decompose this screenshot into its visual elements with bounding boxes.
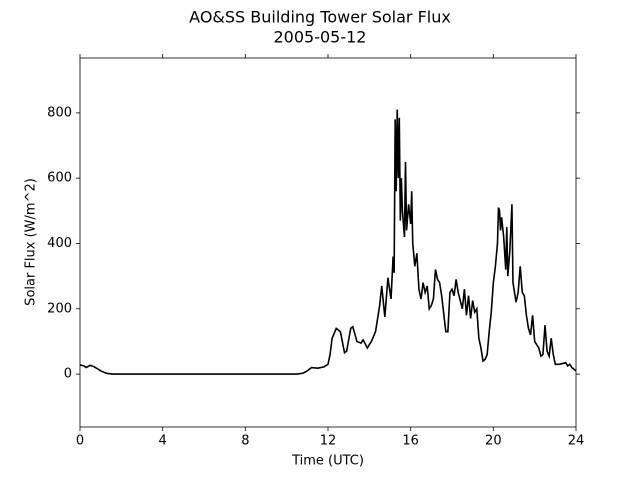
x-tick-label: 8 (241, 434, 249, 449)
y-axis-label: Solar Flux (W/m^2) (24, 178, 39, 306)
data-line (79, 109, 577, 375)
y-tick-label: 200 (47, 301, 72, 316)
x-tick-label: 4 (159, 434, 167, 449)
x-tick-label: 20 (485, 434, 502, 449)
x-tick-label: 0 (76, 434, 84, 449)
x-tick-label: 24 (568, 434, 585, 449)
y-tick-label: 800 (47, 105, 72, 120)
plot-frame (79, 57, 577, 428)
x-tick-label: 12 (320, 434, 337, 449)
y-tick-label: 600 (47, 171, 72, 186)
x-axis-label: Time (UTC) (291, 454, 364, 469)
chart-title: AO&SS Building Tower Solar Flux (189, 8, 451, 27)
y-tick-label: 400 (47, 236, 72, 251)
x-tick-label: 16 (402, 434, 419, 449)
y-tick-label: 0 (64, 367, 72, 382)
chart-subtitle: 2005-05-12 (274, 28, 367, 47)
